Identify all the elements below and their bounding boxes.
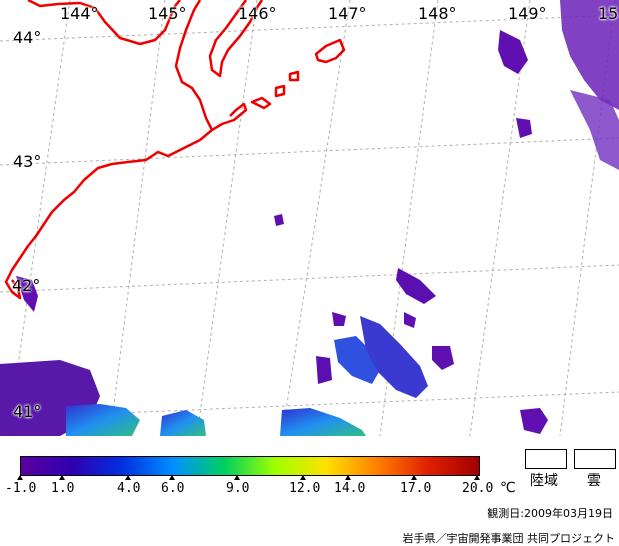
tick-mark [411,475,417,480]
sst-cold-patch-ne [498,30,528,74]
shiretoko-nemuro-coast [4,0,214,300]
tick-label: 9.0 [226,481,250,496]
lon-label-148: 148° [418,4,457,23]
tick-label: 20.0 [462,481,494,496]
sst-cold-patch-se-2 [332,312,346,326]
credit-text: 岩手県／宇宙開発事業団 共同プロジェクト [402,532,616,545]
sst-cold-patch-ne-2 [560,0,619,110]
land-legend-swatch [525,449,567,469]
lon-label-150: 15 [598,4,619,23]
lon-label-146: 146° [238,4,277,23]
cloud-legend-swatch [574,449,616,469]
lat-line-42 [0,264,619,293]
cloud-legend-label: 雲 [587,473,601,489]
tick-mark [300,475,306,480]
tick-label: 17.0 [400,481,432,496]
tick-mark [59,475,65,480]
sst-warm-patch-s-1 [160,410,206,436]
coastline [4,0,346,300]
lat-line-44 [0,14,619,42]
lon-line-145 [109,0,166,437]
sst-cold-patch-kushiro [16,276,38,312]
lat-label-41: 41° [13,402,42,421]
lat-label-42: 42° [12,276,41,295]
lat-label-43: 43° [13,152,42,171]
tick-label: 1.0 [51,481,75,496]
tick-label: 6.0 [161,481,185,496]
sst-warm-patch-sw [66,404,140,436]
lon-label-144: 144° [60,4,99,23]
tick-mark [345,475,351,480]
temperature-colorbar [20,456,480,476]
unit-label: ℃ [500,480,516,496]
tick-label: 4.0 [117,481,141,496]
map-canvas [0,0,619,437]
tick-mark [125,475,131,480]
sst-cold-patch-se-3 [404,312,416,328]
lon-label-145: 145° [148,4,187,23]
sst-cold-patch-e-2 [516,118,532,138]
tick-label: 12.0 [289,481,321,496]
lon-label-147: 147° [328,4,367,23]
lat-line-43 [0,137,619,166]
land-legend-label: 陸域 [530,473,558,489]
lon-line-149 [469,0,531,437]
sst-warm-patch-s-2 [280,408,366,436]
sst-cold-patch-se-1 [396,268,436,304]
tick-mark [169,475,175,480]
nemuro-peninsula [211,102,248,132]
lon-label-149: 149° [508,4,547,23]
lon-line-146 [196,0,258,437]
sst-patches [0,0,619,436]
sst-warm-patch-2 [360,316,428,398]
hokkaido-north-coast [27,0,181,46]
tick-label: 14.0 [334,481,366,496]
sst-cold-patch-mid [274,214,284,226]
sst-cold-patch-e [570,90,619,170]
tick-mark [474,475,480,480]
graticule [0,0,619,437]
kunashiri-island [208,0,264,78]
sst-cold-patch-se-5 [316,356,332,384]
lat-label-44: 44° [13,28,42,47]
shikotan-island [314,38,346,64]
tick-mark [234,475,240,480]
sst-cold-patch-se-4 [432,346,454,370]
sst-cold-patch-far-se [520,408,548,434]
habomai-islets [250,70,300,110]
tick-mark [17,475,23,480]
lon-line-147 [281,0,351,437]
observation-date: 観測日:2009年03月19日 [487,507,613,520]
tick-label: -1.0 [5,481,37,496]
sst-warm-patch-1 [334,336,380,384]
